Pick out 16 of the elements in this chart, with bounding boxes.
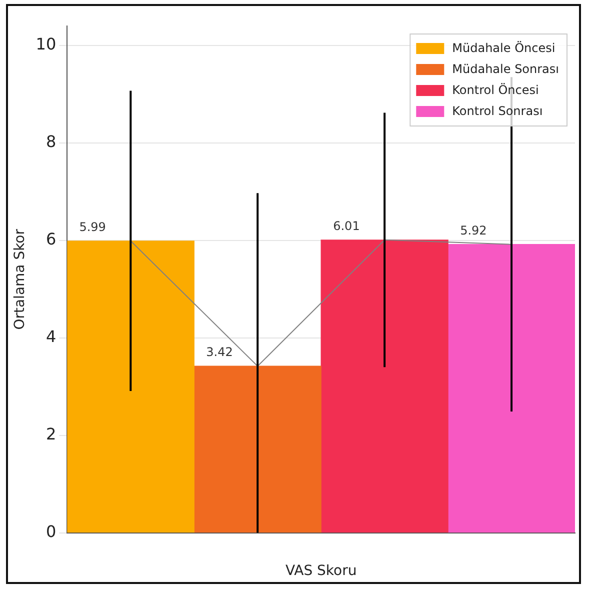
legend-label: Müdahale Sonrası bbox=[452, 62, 559, 76]
data-label: 3.42 bbox=[206, 345, 233, 360]
data-label: 5.92 bbox=[460, 223, 487, 238]
x-axis-title: VAS Skoru bbox=[285, 563, 357, 580]
y-tick-label: 10 bbox=[36, 34, 56, 54]
y-tick-label: 2 bbox=[46, 424, 56, 444]
y-tick-label: 8 bbox=[46, 132, 56, 152]
y-tick-label: 4 bbox=[46, 327, 56, 346]
legend-label: Kontrol Sonrası bbox=[452, 104, 543, 118]
y-tick-label: 6 bbox=[46, 230, 56, 249]
legend-label: Müdahale Öncesi bbox=[452, 41, 556, 56]
data-label: 6.01 bbox=[333, 218, 360, 233]
y-axis-title: Ortalama Skor bbox=[12, 228, 28, 330]
y-tick-label: 0 bbox=[46, 522, 56, 541]
data-label: 5.99 bbox=[79, 220, 106, 234]
legend-label: Kontrol Öncesi bbox=[452, 83, 539, 98]
